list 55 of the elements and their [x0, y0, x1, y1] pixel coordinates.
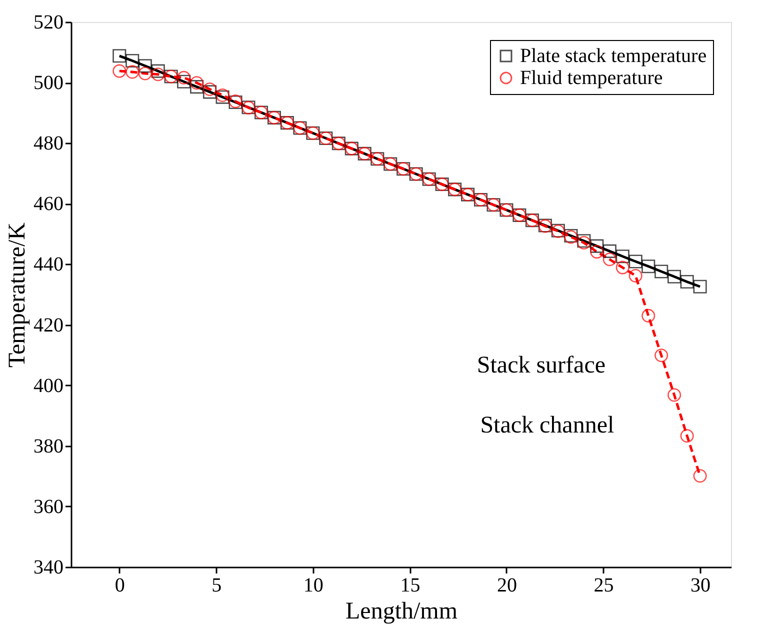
y-axis-title: Temperature/K: [4, 222, 30, 368]
y-tick-label: 420: [34, 314, 64, 336]
x-tick-label: 15: [400, 574, 420, 596]
y-tick-label: 460: [34, 193, 64, 216]
point: [602, 244, 616, 258]
point: [203, 82, 217, 96]
y-tick-label: 380: [34, 435, 64, 458]
x-tick-label: 10: [303, 574, 324, 596]
point: [693, 280, 707, 294]
y-tick-label: 480: [34, 132, 64, 155]
point: [616, 250, 630, 264]
point: [668, 388, 682, 402]
point: [126, 65, 140, 79]
legend-label: Plate stack temperature: [520, 45, 707, 67]
annotation: Stack channel: [480, 412, 614, 438]
point: [654, 264, 668, 278]
point: [680, 429, 694, 443]
legend-label: Fluid temperature: [520, 67, 663, 89]
point: [138, 66, 152, 80]
point: [151, 68, 165, 82]
point: [590, 245, 604, 259]
point: [177, 74, 191, 88]
point: [654, 348, 668, 362]
point: [138, 59, 152, 73]
point: [693, 469, 707, 483]
y-tick-label: 520: [34, 12, 64, 34]
point: [628, 254, 642, 268]
point: [190, 80, 204, 94]
y-tick-label: 360: [34, 496, 64, 518]
x-tick-label: 30: [690, 574, 711, 596]
point: [203, 85, 217, 99]
annotation: Stack surface: [476, 352, 606, 378]
point: [590, 239, 604, 253]
point: [112, 49, 126, 63]
y-tick-label: 440: [34, 254, 64, 276]
point: [680, 275, 694, 289]
point: [628, 268, 642, 282]
point: [668, 270, 682, 284]
point: [190, 76, 204, 90]
y-tick-label: 340: [34, 556, 64, 578]
y-tick-label: 500: [34, 72, 64, 94]
x-axis-title: Length/mm: [346, 598, 458, 624]
point: [642, 308, 656, 322]
point: [126, 54, 140, 68]
point: [151, 64, 165, 78]
y-tick-label: 400: [34, 374, 64, 397]
x-tick-label: 25: [594, 574, 614, 596]
point: [642, 260, 656, 274]
x-tick-label: 0: [114, 574, 125, 596]
point: [602, 252, 616, 266]
point: [177, 70, 191, 84]
x-tick-label: 5: [212, 574, 222, 596]
point: [616, 260, 630, 274]
point: [112, 64, 126, 78]
x-tick-label: 20: [496, 574, 517, 596]
